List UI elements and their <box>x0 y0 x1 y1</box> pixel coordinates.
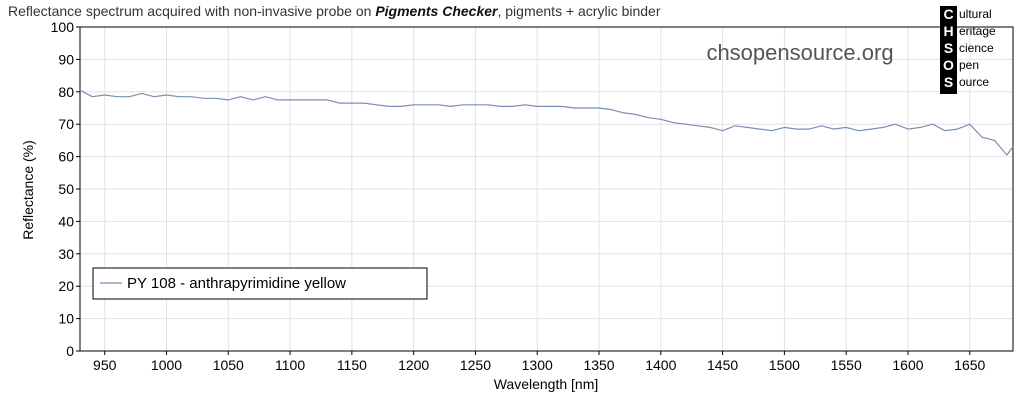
x-tick-label: 1050 <box>213 357 244 373</box>
logo-letter: H <box>943 23 953 39</box>
y-tick-label: 0 <box>66 343 74 359</box>
y-tick-label: 90 <box>58 51 74 67</box>
x-tick-label: 1300 <box>522 357 553 373</box>
series-layer <box>79 89 1014 156</box>
y-tick-label: 40 <box>58 213 74 229</box>
title-suffix: , pigments + acrylic binder <box>497 3 660 19</box>
x-tick-label: 1650 <box>954 357 985 373</box>
x-tick-label: 1550 <box>831 357 862 373</box>
x-tick-label: 1200 <box>398 357 429 373</box>
y-tick-label: 60 <box>58 149 74 165</box>
x-tick-label: 1350 <box>583 357 614 373</box>
logo-word: pen <box>959 58 979 72</box>
y-tick-label: 70 <box>58 116 74 132</box>
y-axis-label: Reflectance (%) <box>20 140 36 240</box>
logo-letter: O <box>943 57 954 73</box>
series-line <box>79 89 1014 156</box>
legend-label: PY 108 - anthrapyrimidine yellow <box>127 275 346 292</box>
logo-bar <box>940 6 957 94</box>
x-tick-label: 1000 <box>151 357 182 373</box>
y-tick-label: 50 <box>58 181 74 197</box>
x-tick-label: 1450 <box>707 357 738 373</box>
y-tick-label: 10 <box>58 311 74 327</box>
x-tick-label: 1600 <box>892 357 923 373</box>
y-tick-label: 80 <box>58 84 74 100</box>
x-axis-ticks: 950 1000 1050 1100 1150 1200 1250 1300 1350 1400 1… <box>93 351 986 373</box>
logo-letter: S <box>944 74 953 90</box>
x-tick-label: 1250 <box>460 357 491 373</box>
logo-word: cience <box>959 41 994 55</box>
title-bold: Pigments Checker <box>375 3 499 19</box>
logo-word: ource <box>959 75 989 89</box>
y-tick-label: 30 <box>58 246 74 262</box>
logo-word: ultural <box>959 7 992 21</box>
x-tick-label: 950 <box>93 357 117 373</box>
x-tick-label: 1100 <box>275 357 305 373</box>
y-tick-label: 100 <box>51 19 75 35</box>
x-axis-label: Wavelength [nm] <box>494 376 599 392</box>
logo-word: eritage <box>959 24 996 38</box>
legend: PY 108 - anthrapyrimidine yellow <box>92 267 428 300</box>
y-tick-label: 20 <box>58 278 74 294</box>
logo-letter: S <box>944 40 953 56</box>
x-tick-label: 1500 <box>769 357 800 373</box>
title-prefix: Reflectance spectrum acquired with non-i… <box>8 3 375 19</box>
chart-title: Reflectance spectrum acquired with non-i… <box>8 3 661 19</box>
legend-box <box>92 267 428 300</box>
logo-letter: C <box>943 6 953 22</box>
y-axis-ticks: 0 10 20 30 40 50 60 70 80 90 100 <box>51 19 80 359</box>
grid <box>80 26 1013 352</box>
x-tick-label: 1400 <box>645 357 676 373</box>
watermark: chsopensource.org <box>706 40 893 65</box>
x-tick-label: 1150 <box>337 357 367 373</box>
